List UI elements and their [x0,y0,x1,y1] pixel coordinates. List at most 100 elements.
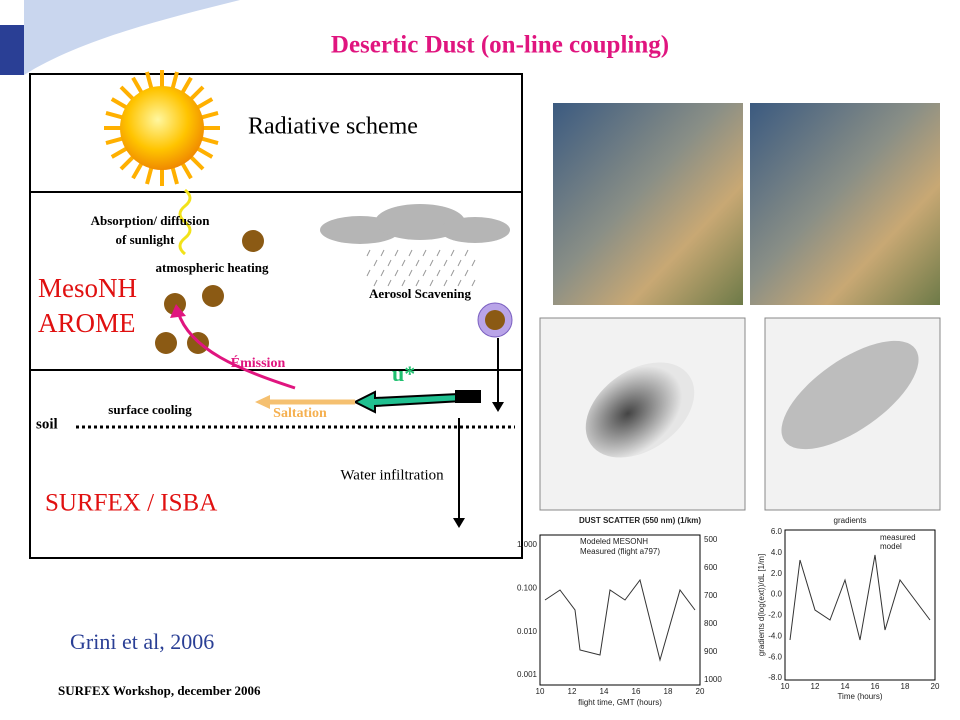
soil-label: soil [36,416,58,432]
ray [119,85,136,102]
ray [188,154,205,171]
raindrop [387,279,392,287]
raindrop [443,279,448,287]
ray [110,146,129,159]
ray [188,85,205,102]
raindrop [422,269,427,277]
plot-frame [784,529,936,681]
footer: SURFEX Workshop, december 2006 [58,683,261,698]
dust-particles [155,230,264,354]
infiltration-label: Water infiltration [340,467,444,483]
raindrop [415,279,420,287]
ray [145,71,154,90]
arrowhead [492,402,504,412]
raindrop [394,249,399,257]
satellite-image [750,103,940,305]
arrowhead [170,304,186,318]
surface-label: SURFEX / ISBA [45,490,217,517]
x-tick-label: 16 [632,687,641,696]
raindrop [387,259,392,267]
ray [131,161,144,180]
ray [195,97,214,110]
x-tick-label: 12 [811,682,820,691]
legend-entry: model [880,542,902,551]
model-label: AROME [38,308,136,338]
ray [105,136,124,145]
raindrop [464,249,469,257]
x-tick-label: 16 [871,682,880,691]
ray [170,71,179,90]
x-tick-label: 14 [841,682,850,691]
x-label: flight time, GMT (hours) [578,698,662,707]
x-tick-label: 12 [568,687,577,696]
dust-plume [585,362,695,458]
ray [110,97,129,110]
satellite-image [553,103,743,305]
y-tick-label: 0.010 [517,627,538,636]
ray [180,161,193,180]
y-tick-label: 2.0 [771,569,783,578]
raindrop [394,269,399,277]
raindrop [450,249,455,257]
y-tick-label: 1.000 [517,540,538,549]
y-tick-label: -2.0 [768,611,782,620]
raindrop [401,279,406,287]
cloud [320,204,510,244]
raindrop [436,249,441,257]
ray [119,154,136,171]
raindrop [366,249,371,257]
raindrop [436,269,441,277]
absorption-label: Absorption/ diffusion [91,213,211,228]
ray [145,166,154,185]
arrowhead [255,395,270,409]
raindrop [443,259,448,267]
plot-frame [539,534,701,686]
corner-bar [0,25,24,75]
gradient-plume [781,340,919,450]
left-plot: Modeled MESONH Measured (flight a797) fl… [539,534,701,707]
x-tick-label: 10 [536,687,545,696]
raindrop [450,269,455,277]
wind-tail [455,390,481,403]
cloud-part [440,217,510,243]
raindrop [471,279,476,287]
y2-tick-label: 800 [704,619,718,628]
diagram: Radiative scheme Absorption/ diffusion o… [29,70,523,559]
arrowhead [453,518,465,528]
sun [120,86,204,170]
map-caption: gradients [834,516,867,525]
y-tick-label: 0.0 [771,590,783,599]
y-tick-label: 0.100 [517,583,538,592]
particle [202,285,224,307]
saltation-label: Saltation [273,406,327,421]
legend-entry: Measured (flight a797) [580,547,660,556]
legend-entry: measured [880,533,916,542]
particle [155,332,177,354]
ray [105,111,124,120]
raindrop [429,279,434,287]
particle [485,310,505,330]
model-label: MesoNH [38,273,137,303]
raindrop [408,269,413,277]
y-tick-label: -4.0 [768,631,782,640]
corner-decoration [0,0,240,75]
plot-line [789,554,931,641]
ray [195,146,214,159]
x-tick-label: 20 [931,682,940,691]
x-tick-label: 14 [600,687,609,696]
rain [366,249,476,287]
y2-tick-label: 700 [704,591,718,600]
emission-arrow [176,311,296,390]
y-tick-label: -8.0 [768,673,782,682]
radiative-label: Radiative scheme [248,114,418,140]
y-tick-label: -6.0 [768,652,782,661]
heating-label: atmospheric heating [155,260,269,275]
particle [242,230,264,252]
y-label: gradients d(log(ext))/dL [1/m] [757,554,766,656]
raindrop [415,259,420,267]
ray [200,136,219,145]
y2-tick-label: 600 [704,563,718,572]
x-tick-label: 10 [781,682,790,691]
